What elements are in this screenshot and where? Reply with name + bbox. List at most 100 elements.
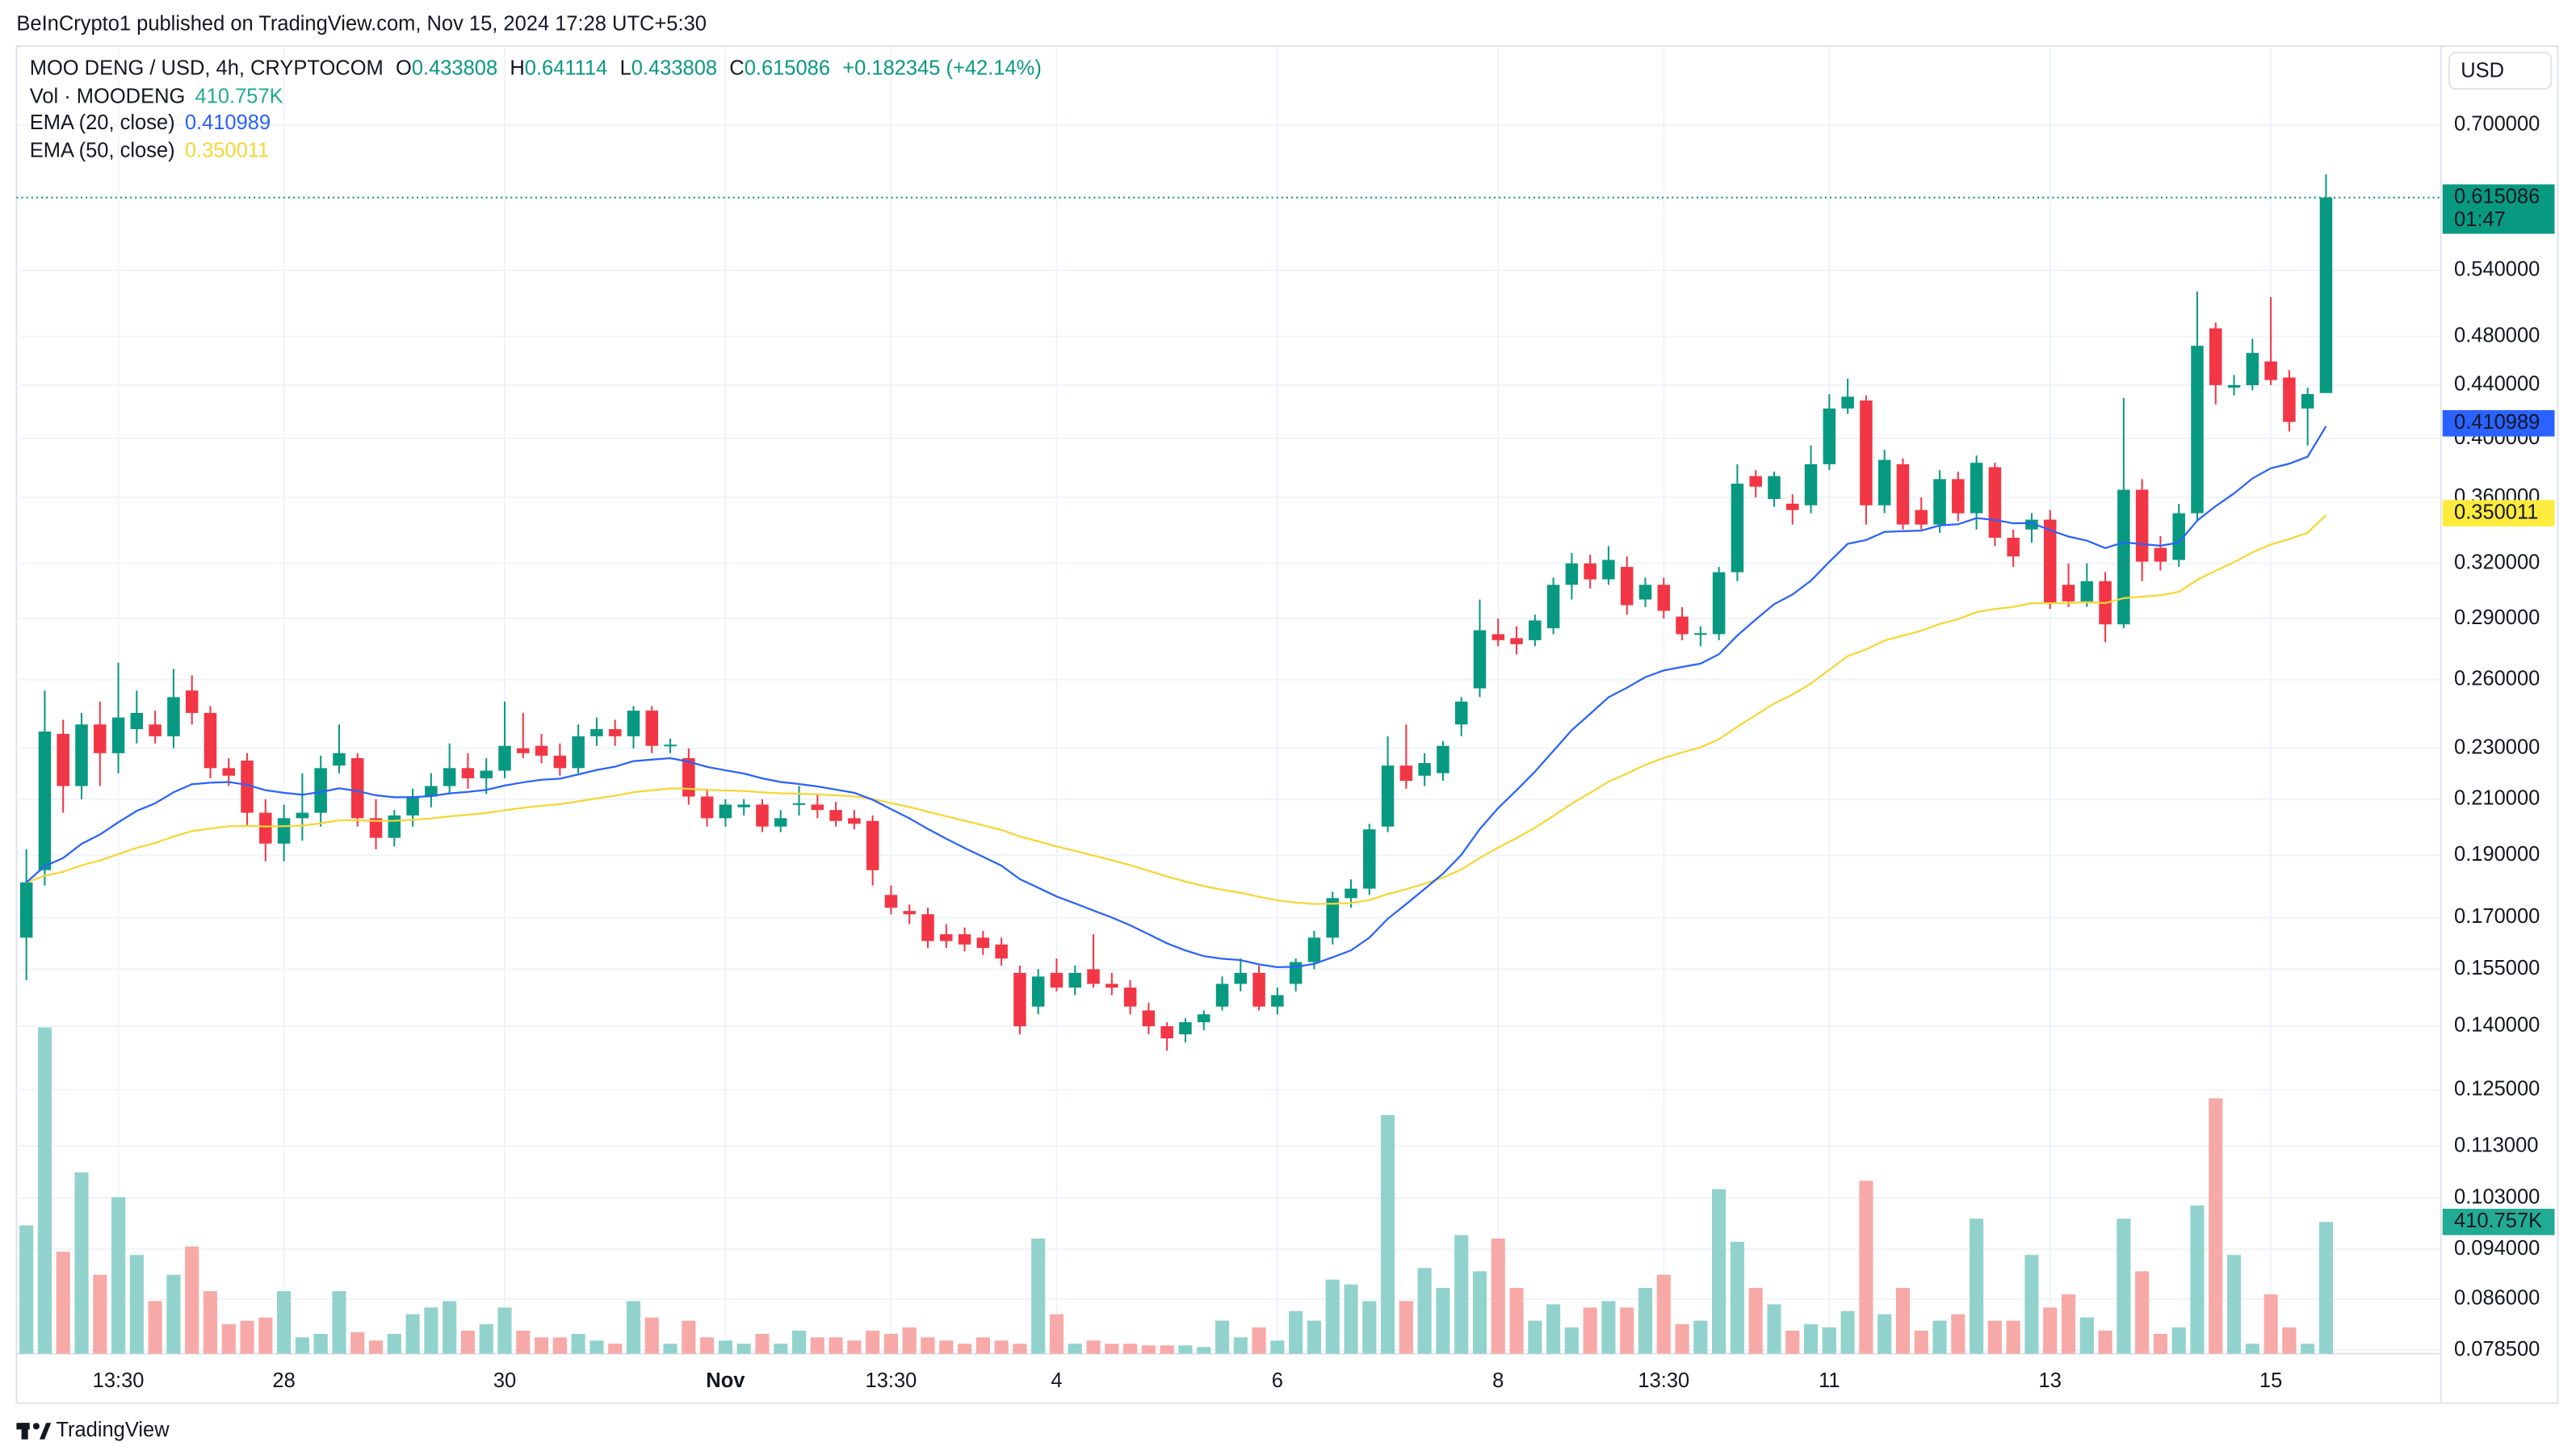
volume-label-box [2442, 1209, 2555, 1235]
volume-bar [921, 1337, 935, 1354]
candle-body [848, 818, 861, 824]
volume-bar [552, 1337, 567, 1354]
volume-bar [277, 1291, 292, 1354]
ohlc-label: O [396, 57, 412, 79]
candle-body [1454, 701, 1468, 725]
volume-bar [1417, 1268, 1432, 1354]
candle-body [1142, 1010, 1156, 1026]
candle-body [1031, 976, 1045, 1007]
y-tick-label: 0.094000 [2454, 1237, 2540, 1260]
volume-bar [1730, 1241, 1744, 1354]
candle-body [1179, 1022, 1192, 1034]
volume-bar [1105, 1344, 1119, 1354]
volume-bar [1436, 1288, 1450, 1354]
volume-bar [2061, 1294, 2076, 1354]
volume-bar [1509, 1288, 1524, 1354]
candle-body [756, 804, 769, 827]
volume-bar [2079, 1317, 2094, 1354]
volume-bar [755, 1333, 770, 1354]
candle-body [535, 745, 548, 756]
volume-bar [203, 1291, 218, 1354]
volume-bar [1895, 1288, 1911, 1354]
candle-body [185, 690, 199, 713]
volume-bar [2209, 1098, 2223, 1354]
y-tick-label: 0.140000 [2454, 1014, 2540, 1037]
header: BeInCrypto1 published on TradingView.com… [16, 12, 707, 35]
candle-body [2172, 513, 2185, 560]
candle-body [461, 768, 475, 778]
volume-bar [2282, 1327, 2297, 1354]
volume-bar [994, 1340, 1009, 1354]
volume-bar [1472, 1271, 1487, 1354]
ohlc-label: L [620, 57, 631, 79]
x-tick-label: 11 [1819, 1369, 1840, 1392]
volume-bar [2117, 1218, 2131, 1354]
volume-bar [682, 1320, 696, 1354]
low-value: 0.433808 [631, 57, 717, 79]
candle-body [1823, 408, 1836, 464]
currency-button[interactable] [2448, 52, 2553, 90]
volume-bar [37, 1027, 52, 1354]
candle-body [1933, 479, 1946, 525]
candle-body [369, 818, 383, 838]
volume-bar [56, 1252, 70, 1354]
candle-body [1215, 983, 1229, 1007]
logo-part [21, 1423, 28, 1440]
volume-bar [148, 1301, 162, 1354]
candle-body [1197, 1014, 1210, 1023]
candle-body [1546, 585, 1560, 629]
volume-bar [1399, 1301, 1413, 1354]
ohlc-label: C [729, 57, 744, 79]
volume-bar [2098, 1330, 2112, 1354]
candle-body [1804, 463, 1818, 505]
candle-body [829, 810, 842, 821]
candle-body [608, 729, 622, 736]
candle-body [811, 804, 824, 811]
candle-body [1584, 563, 1596, 580]
volume-bar [1031, 1238, 1046, 1354]
volume-bar [1141, 1345, 1156, 1354]
volume-bar [1362, 1301, 1377, 1354]
currency[interactable]: USD [2461, 59, 2504, 82]
volume-bar [240, 1320, 254, 1354]
candle-body [1068, 972, 1082, 988]
volume-bar [644, 1317, 659, 1354]
candle-body [1363, 829, 1376, 889]
candle-body [2062, 585, 2075, 602]
candle-body [517, 748, 530, 753]
volume-bar [1693, 1320, 1708, 1354]
logo-part [32, 1423, 40, 1430]
ema20-name: EMA (20, close) [30, 111, 175, 134]
legend-line: Vol · MOODENG 410.757K [30, 85, 283, 107]
candle-body [2209, 328, 2222, 385]
candle-body [921, 914, 934, 941]
volume-bar [1840, 1310, 1855, 1354]
volume-bar [497, 1307, 512, 1354]
volume-bar [939, 1340, 954, 1354]
candle-body [1087, 969, 1100, 984]
volume-bar [1767, 1304, 1781, 1354]
candle-body [75, 724, 88, 786]
candle-body [443, 768, 456, 786]
candle-body [1638, 585, 1652, 600]
candle-body [1841, 396, 1854, 409]
volume-bar [93, 1274, 107, 1354]
candle-body [2283, 377, 2296, 422]
volume-bar [957, 1344, 972, 1354]
candle-body [792, 803, 806, 805]
candle-body [1510, 638, 1523, 644]
candle-body [130, 712, 144, 730]
volume-bar [1178, 1345, 1193, 1354]
volume-bar [1951, 1314, 1966, 1354]
candle-body [1473, 630, 1487, 689]
y-tick-label: 0.700000 [2454, 113, 2540, 136]
candle-body [940, 934, 953, 941]
ema50-name: EMA (50, close) [30, 139, 175, 161]
volume-bar [1454, 1235, 1469, 1354]
candle-body [1860, 400, 1873, 505]
candle-body [1271, 995, 1284, 1007]
volume-bar [1215, 1320, 1230, 1354]
price-label-box [2442, 184, 2555, 234]
candle-body [553, 755, 567, 769]
